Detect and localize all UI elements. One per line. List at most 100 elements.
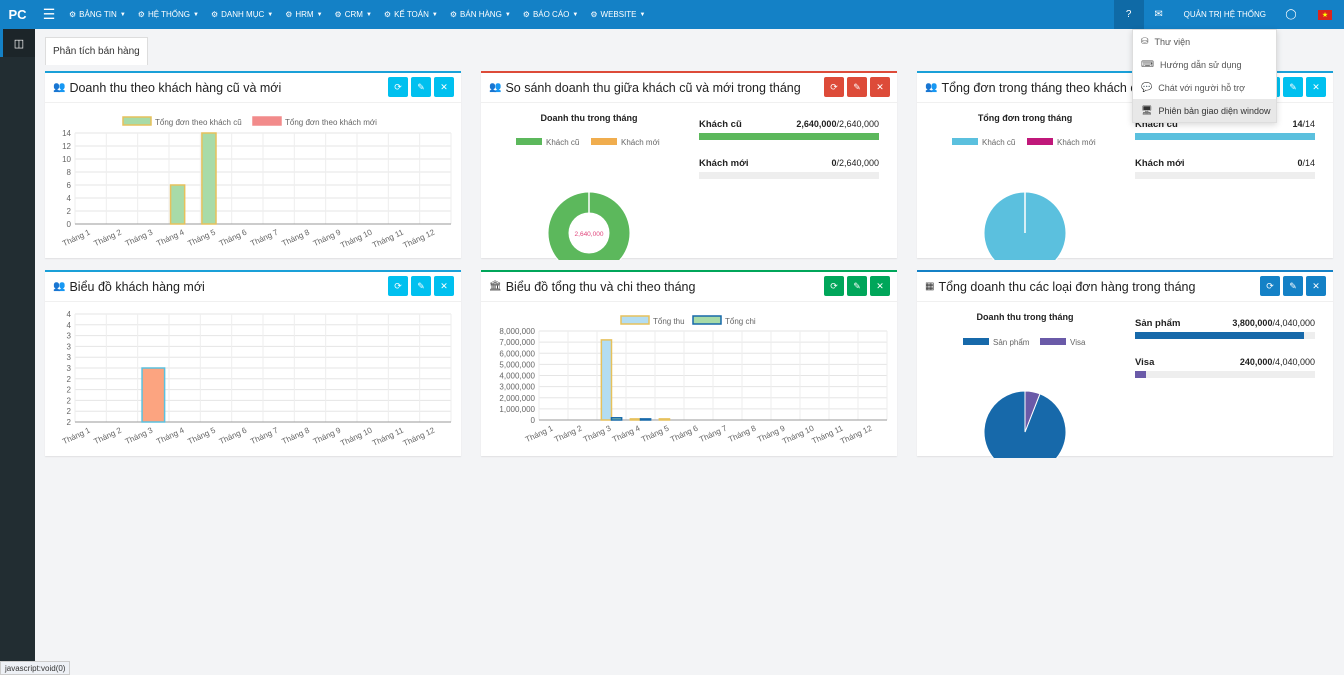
panel-thu-chi: 🏛 Biểu đồ tổng thu và chi theo tháng ⟳ ✎… xyxy=(481,270,897,456)
vietnam-flag-icon[interactable]: ★ xyxy=(1318,9,1332,20)
cogs-icon: ⚙ xyxy=(137,10,145,19)
menu-item-0[interactable]: ⚙ BẢNG TIN ▼ xyxy=(63,0,132,29)
wrench-button[interactable]: ✎ xyxy=(847,77,867,97)
x-tick-label: Tháng 6 xyxy=(218,425,249,446)
bar[interactable] xyxy=(658,418,671,421)
wrench-button[interactable]: ✎ xyxy=(1283,276,1303,296)
bar[interactable] xyxy=(141,367,166,423)
menu-item-7[interactable]: ⚙ BÁO CÁO ▼ xyxy=(517,0,585,29)
help-icon[interactable]: ? xyxy=(1113,0,1144,29)
y-tick-label: 3 xyxy=(67,353,72,362)
user-circle-icon[interactable]: ◯ xyxy=(1285,9,1297,20)
menu-item-label: BÁO CÁO xyxy=(532,10,570,19)
bar[interactable] xyxy=(639,418,652,421)
dropdown-item-3[interactable]: 🖥 Phiên bản giao diện window xyxy=(1133,99,1276,122)
menu-item-label: BẢNG TIN xyxy=(79,10,117,19)
close-button[interactable]: ✕ xyxy=(1306,276,1326,296)
top-navbar: PC ☰ ⚙ BẢNG TIN ▼ ⚙ HỆ THỐNG ▼ ⚙ DANH MỤC ▼ ⚙ HRM ▼… xyxy=(0,0,1344,29)
x-tick-label: Tháng 8 xyxy=(280,425,311,446)
app-logo[interactable]: PC xyxy=(8,7,27,22)
mail-icon[interactable]: ✉ xyxy=(1154,9,1163,20)
y-tick-label: 12 xyxy=(62,142,71,151)
menu-item-3[interactable]: ⚙ HRM ▼ xyxy=(279,0,328,29)
y-tick-label: 3,000,000 xyxy=(499,383,535,392)
close-button[interactable]: ✕ xyxy=(870,276,890,296)
progress-bar xyxy=(699,133,879,140)
kpi-value: 0 xyxy=(1297,158,1303,168)
x-tick-label: Tháng 8 xyxy=(280,227,311,248)
panel-title: Doanh thu theo khách hàng cũ và mới xyxy=(69,80,282,95)
x-tick-label: Tháng 7 xyxy=(698,423,729,444)
kpi-label: Khách cũ xyxy=(699,119,742,130)
y-tick-label: 4 xyxy=(67,194,72,203)
bar[interactable] xyxy=(610,417,623,421)
refresh-button[interactable]: ⟳ xyxy=(824,276,844,296)
menu-item-8[interactable]: ⚙ WEBSITE ▼ xyxy=(584,0,651,29)
legend-swatch xyxy=(1027,138,1053,145)
progress-fill xyxy=(699,133,879,140)
bar[interactable] xyxy=(600,339,613,421)
close-button[interactable]: ✕ xyxy=(434,276,454,296)
menu-toggle-icon[interactable]: ☰ xyxy=(42,6,56,22)
bar[interactable] xyxy=(169,184,186,225)
legend-label: Tổng thu xyxy=(653,317,685,326)
status-bar: javascript:void(0) xyxy=(0,661,71,675)
dropdown-item-1[interactable]: ⌨ Hướng dẫn sử dụng xyxy=(1133,53,1276,76)
menu-item-1[interactable]: ⚙ HỆ THỐNG ▼ xyxy=(132,0,205,29)
panel-title: Tổng đơn trong tháng theo khách cũ xyxy=(941,80,1144,95)
progress-bar xyxy=(1135,172,1315,179)
menu-item-4[interactable]: ⚙ CRM ▼ xyxy=(329,0,378,29)
tab-phan-tich-ban-hang[interactable]: Phân tích bán hàng xyxy=(45,37,148,65)
menu-item-label: BÁN HÀNG xyxy=(460,10,502,19)
close-button[interactable]: ✕ xyxy=(1306,77,1326,97)
bar[interactable] xyxy=(629,418,642,421)
progress-bar xyxy=(1135,332,1315,339)
close-button[interactable]: ✕ xyxy=(434,77,454,97)
x-tick-label: Tháng 11 xyxy=(371,227,405,249)
x-tick-label: Tháng 5 xyxy=(186,425,217,446)
refresh-button[interactable]: ⟳ xyxy=(1260,276,1280,296)
y-tick-label: 3 xyxy=(67,364,72,373)
dropdown-item-2[interactable]: 💬 Chát với người hỗ trợ xyxy=(1133,76,1276,99)
book-icon: ⚙ xyxy=(449,10,458,19)
wrench-button[interactable]: ✎ xyxy=(411,77,431,97)
legend-swatch xyxy=(122,116,152,126)
dropdown-item-0[interactable]: ⛁ Thư viện xyxy=(1133,30,1276,53)
cogs-icon: ⚙ xyxy=(285,10,293,19)
menu-item-2[interactable]: ⚙ DANH MỤC ▼ xyxy=(205,0,279,29)
menu-item-6[interactable]: ⚙ BÁN HÀNG ▼ xyxy=(444,0,517,29)
x-tick-label: Tháng 1 xyxy=(524,423,555,444)
sidebar-columns-icon[interactable]: ◫ xyxy=(0,29,35,57)
kpi-value: 14 xyxy=(1292,119,1303,129)
dropdown-item-label: Phiên bản giao diện window xyxy=(1158,105,1271,116)
bar[interactable] xyxy=(201,132,217,225)
y-tick-label: 5,000,000 xyxy=(499,360,535,369)
x-tick-label: Tháng 7 xyxy=(249,227,280,248)
y-tick-label: 4 xyxy=(67,310,72,319)
wrench-button[interactable]: ✎ xyxy=(1283,77,1303,97)
legend-label: Tổng đơn theo khách mới xyxy=(285,118,377,127)
refresh-button[interactable]: ⟳ xyxy=(388,276,408,296)
legend-swatch xyxy=(963,338,989,345)
panel-header: 👥 So sánh doanh thu giữa khách cũ và mới… xyxy=(481,73,897,103)
panel-tools: ⟳ ✎ ✕ xyxy=(388,276,454,296)
menu-item-label: HRM xyxy=(295,10,314,19)
pie-slice[interactable] xyxy=(1024,390,1041,433)
close-button[interactable]: ✕ xyxy=(870,77,890,97)
menu-item-5[interactable]: ⚙ KẾ TOÁN ▼ xyxy=(378,0,444,29)
x-tick-label: Tháng 6 xyxy=(669,423,700,444)
kpi-total: /14 xyxy=(1302,119,1315,129)
wrench-button[interactable]: ✎ xyxy=(847,276,867,296)
caret-down-icon: ▼ xyxy=(365,11,372,18)
panel-title: Tổng doanh thu các loại đơn hàng trong t… xyxy=(938,279,1196,294)
y-tick-label: 4,000,000 xyxy=(499,372,535,381)
refresh-button[interactable]: ⟳ xyxy=(388,77,408,97)
y-tick-label: 0 xyxy=(531,416,536,425)
y-tick-label: 1,000,000 xyxy=(499,405,535,414)
user-menu[interactable]: QUẢN TRỊ HỆ THỐNG xyxy=(1183,10,1266,19)
caret-down-icon: ▼ xyxy=(316,11,323,18)
x-tick-label: Tháng 10 xyxy=(339,227,374,250)
sidebar: ◫ xyxy=(0,29,35,675)
refresh-button[interactable]: ⟳ xyxy=(824,77,844,97)
wrench-button[interactable]: ✎ xyxy=(411,276,431,296)
